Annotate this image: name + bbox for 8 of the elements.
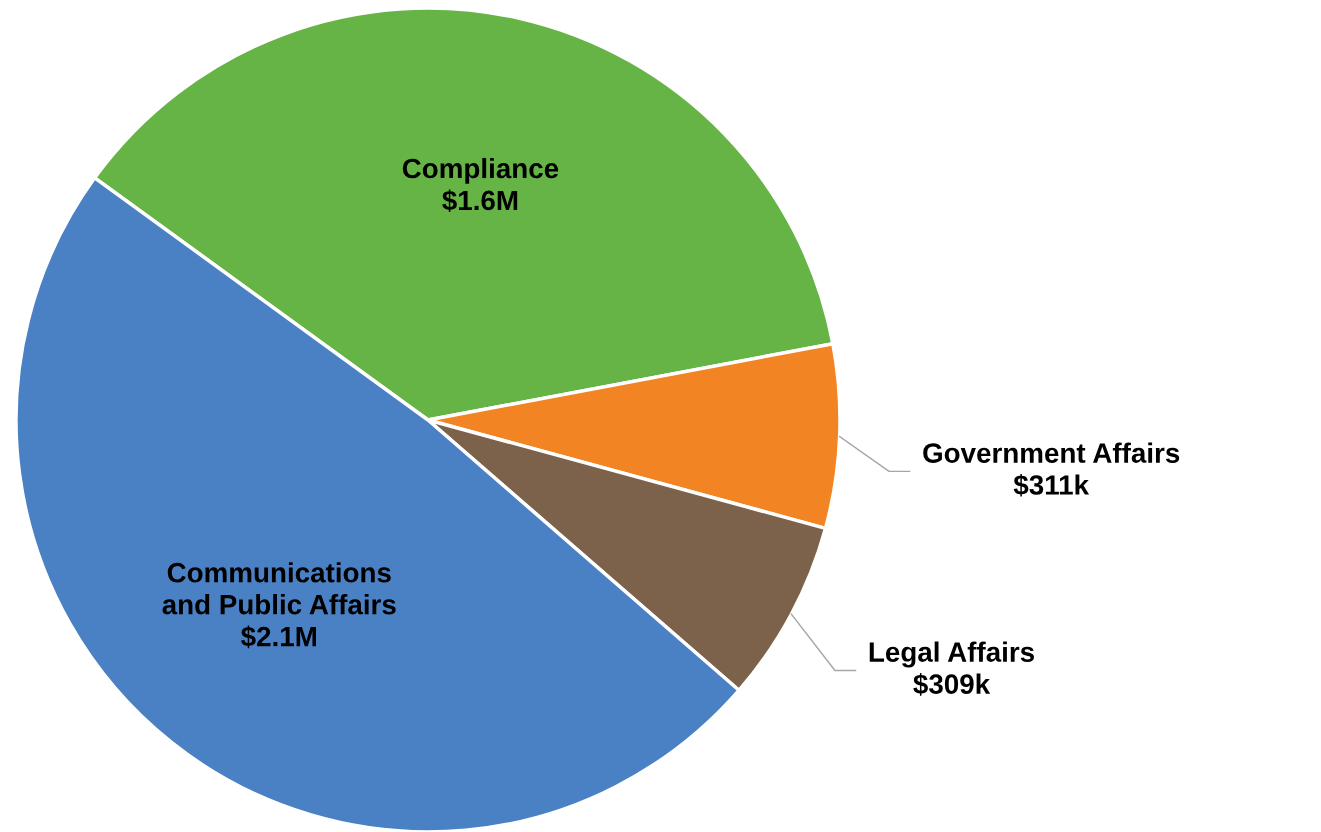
slice-label: Government Affairs	[923, 442, 1180, 463]
slice-label: Compliance	[402, 157, 559, 184]
slice-label: Communications and Public Affairs	[162, 562, 396, 615]
slice-label: Legal Affairs	[869, 641, 1034, 668]
data-label: $311k	[1013, 473, 1090, 497]
data-label: $309k	[913, 673, 991, 696]
data-label: $2.1M	[241, 625, 316, 649]
data-label: $1.6M	[442, 189, 518, 213]
